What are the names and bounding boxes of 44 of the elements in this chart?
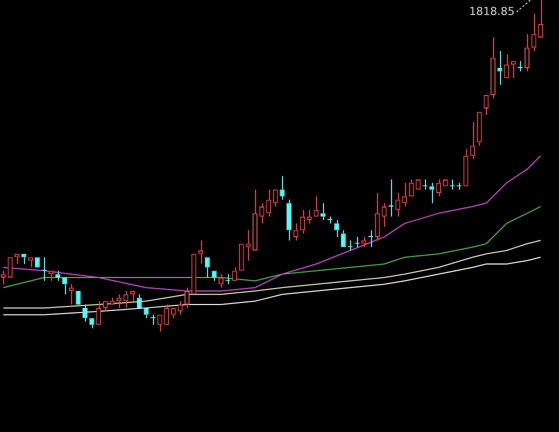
candlestick	[259, 202, 264, 224]
candlestick	[252, 189, 258, 250]
candlestick	[368, 230, 374, 248]
candlestick	[266, 189, 272, 218]
candlestick	[157, 314, 162, 332]
candlestick	[130, 291, 136, 302]
candlestick	[272, 190, 278, 208]
candlestick	[246, 230, 251, 262]
candlestick	[28, 257, 34, 268]
candlestick	[524, 34, 530, 72]
candlestick	[388, 178, 394, 218]
candlestick	[300, 209, 306, 234]
candlestick	[55, 270, 60, 282]
candlestick	[470, 122, 476, 160]
candlestick	[136, 294, 142, 308]
candlestick	[395, 192, 400, 218]
annotation: 1818.85	[469, 4, 515, 18]
candlestick	[232, 266, 238, 281]
candlestick	[340, 230, 346, 248]
candlestick	[164, 304, 170, 325]
candlestick	[334, 220, 340, 238]
candlestick	[436, 178, 442, 197]
candlestick	[286, 199, 292, 241]
candlestick	[408, 178, 414, 196]
candlestick	[504, 54, 510, 78]
candlestick	[96, 300, 102, 325]
candlestick	[184, 287, 190, 308]
candlestick	[531, 13, 536, 52]
candlestick	[212, 270, 217, 282]
candlestick	[463, 148, 468, 186]
candlestick	[82, 304, 88, 322]
candlestick	[144, 308, 149, 319]
candlestick	[68, 284, 74, 306]
candlestick	[518, 60, 523, 72]
candlestick	[490, 37, 496, 99]
candlestick	[497, 50, 502, 86]
candlestick	[306, 209, 312, 224]
candlestick	[0, 270, 6, 285]
candlestick	[374, 192, 380, 241]
candlestick	[198, 240, 204, 264]
candlestick	[280, 176, 285, 200]
candlestick	[484, 94, 489, 116]
candlestick	[382, 202, 387, 228]
candlestick	[510, 61, 516, 79]
